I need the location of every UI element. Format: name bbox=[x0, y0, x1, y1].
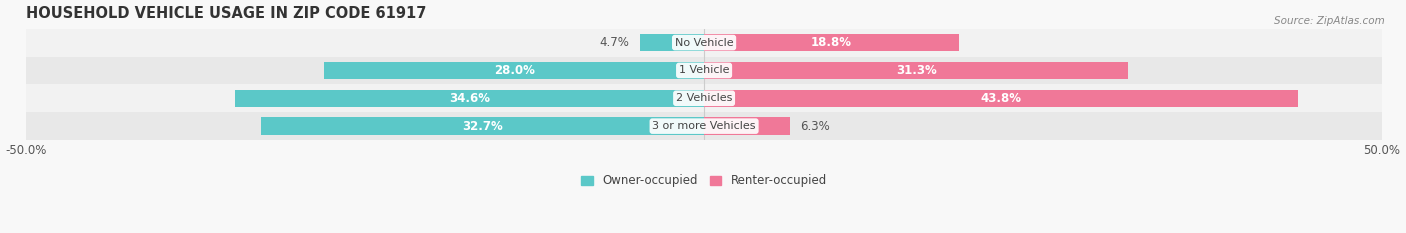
Text: HOUSEHOLD VEHICLE USAGE IN ZIP CODE 61917: HOUSEHOLD VEHICLE USAGE IN ZIP CODE 6191… bbox=[27, 6, 426, 21]
Bar bbox=[27, 112, 1382, 140]
Text: 31.3%: 31.3% bbox=[896, 64, 936, 77]
Bar bbox=[704, 90, 1298, 107]
Bar bbox=[260, 117, 704, 135]
Text: 32.7%: 32.7% bbox=[463, 120, 503, 133]
Text: 18.8%: 18.8% bbox=[811, 36, 852, 49]
Bar bbox=[27, 29, 1382, 57]
Text: 6.3%: 6.3% bbox=[800, 120, 830, 133]
Text: 4.7%: 4.7% bbox=[599, 36, 630, 49]
Text: 3 or more Vehicles: 3 or more Vehicles bbox=[652, 121, 756, 131]
Text: 43.8%: 43.8% bbox=[980, 92, 1022, 105]
Bar bbox=[27, 84, 1382, 112]
Text: 28.0%: 28.0% bbox=[494, 64, 534, 77]
Bar bbox=[704, 62, 1129, 79]
Text: Source: ZipAtlas.com: Source: ZipAtlas.com bbox=[1274, 16, 1385, 26]
Legend: Owner-occupied, Renter-occupied: Owner-occupied, Renter-occupied bbox=[576, 170, 832, 192]
Bar bbox=[640, 34, 704, 51]
Text: 34.6%: 34.6% bbox=[449, 92, 491, 105]
Bar bbox=[704, 34, 959, 51]
Text: 1 Vehicle: 1 Vehicle bbox=[679, 65, 730, 75]
Bar bbox=[235, 90, 704, 107]
Bar bbox=[704, 117, 790, 135]
Text: No Vehicle: No Vehicle bbox=[675, 38, 734, 48]
Text: 2 Vehicles: 2 Vehicles bbox=[676, 93, 733, 103]
Bar bbox=[325, 62, 704, 79]
Bar bbox=[27, 57, 1382, 84]
